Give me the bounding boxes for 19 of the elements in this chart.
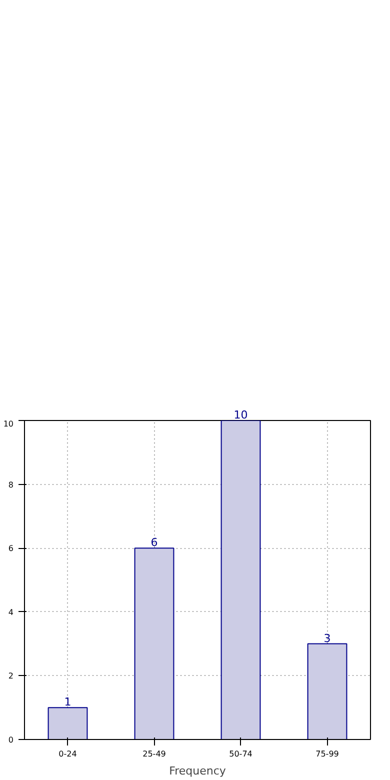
x-tick-label: 75-99: [316, 750, 339, 758]
bar: [220, 420, 261, 740]
y-tick-label: 6: [8, 544, 14, 554]
x-tick-label: 0-24: [58, 750, 77, 758]
bar: [134, 548, 174, 740]
x-tick-label: 25-49: [142, 750, 166, 758]
y-tick-label: 0: [8, 736, 14, 744]
y-tick-label: 8: [8, 480, 14, 490]
y-tick-label: 10: [3, 420, 14, 428]
data-label: 10: [234, 408, 248, 422]
bar: [48, 707, 88, 740]
x-tick-label: 50-74: [229, 750, 252, 758]
data-label: 3: [324, 632, 331, 645]
y-tick-label: 4: [8, 608, 14, 617]
data-label: 1: [64, 696, 72, 709]
data-label: 6: [150, 536, 158, 550]
y-tick-label: 2: [8, 672, 14, 681]
bar: [307, 643, 348, 740]
x-axis-title: Frequency: [169, 764, 226, 778]
